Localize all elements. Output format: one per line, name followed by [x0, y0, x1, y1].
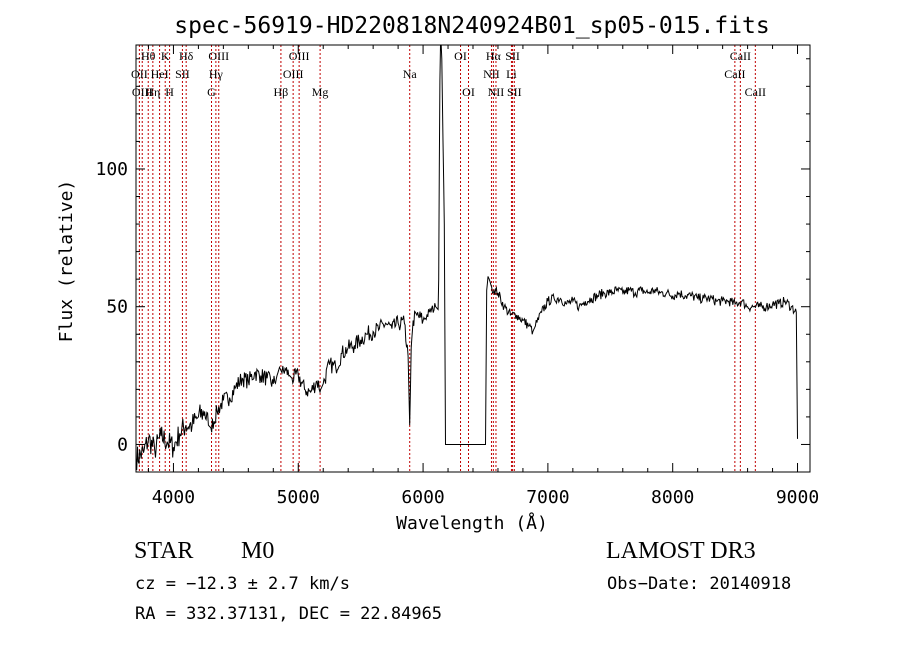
marker-label-7: SII	[175, 67, 190, 81]
marker-label-13: OIII	[283, 67, 304, 81]
y-tick-label: 50	[106, 297, 128, 318]
marker-label-18: OI	[462, 85, 475, 99]
marker-label-12: OIII	[289, 49, 310, 63]
marker-label-15: Mg	[312, 85, 329, 99]
plot-frame	[135, 44, 811, 473]
marker-label-22: SII	[505, 49, 520, 63]
x-tick-label: 7000	[526, 487, 569, 508]
marker-label-8: H	[165, 85, 174, 99]
marker-label-10: Hγ	[209, 67, 224, 81]
marker-label-25: CaII	[730, 49, 751, 63]
spectrum-line	[135, 44, 798, 471]
marker-label-6: Hδ	[179, 49, 194, 63]
marker-label-9: OIII	[208, 49, 229, 63]
y-tick-label: 0	[117, 434, 128, 455]
marker-label-2: OIII	[132, 85, 153, 99]
marker-label-23: Li	[506, 67, 517, 81]
marker-label-1: OII	[131, 67, 148, 81]
x-axis-label: Wavelength (Å)	[396, 512, 548, 534]
marker-label-19: Hα	[486, 49, 502, 63]
x-tick-label: 4000	[152, 487, 195, 508]
observation-date: Obs−Date: 20140918	[607, 574, 792, 594]
marker-label-5: Hη	[145, 85, 160, 99]
survey-name: LAMOST DR3	[606, 538, 756, 564]
marker-label-17: OI	[454, 49, 467, 63]
x-tick-label: 9000	[776, 487, 819, 508]
marker-label-26: CaII	[724, 67, 745, 81]
x-tick-label: 5000	[277, 487, 320, 508]
object-subclass: M0	[241, 538, 275, 564]
marker-label-24: SII	[507, 85, 522, 99]
marker-label-21: NII	[488, 85, 505, 99]
chart-title: spec-56919-HD220818N240924B01_sp05-015.f…	[174, 13, 769, 39]
object-class: STAR	[134, 538, 194, 564]
marker-label-4: HeI	[151, 67, 169, 81]
marker-label-11: G	[207, 85, 216, 99]
marker-label-16: Na	[403, 67, 418, 81]
y-axis-label: Flux (relative)	[56, 180, 77, 343]
x-tick-label: 8000	[651, 487, 694, 508]
marker-label-3: K	[161, 49, 170, 63]
x-tick-label: 6000	[401, 487, 444, 508]
marker-label-0: Hθ	[141, 49, 156, 63]
y-tick-label: 100	[95, 159, 128, 180]
marker-label-14: Hβ	[274, 85, 289, 99]
redshift-cz: cz = −12.3 ± 2.7 km/s	[135, 574, 350, 594]
marker-label-20: NII	[483, 67, 500, 81]
marker-label-27: CaII	[745, 85, 766, 99]
coordinates: RA = 332.37131, DEC = 22.84965	[135, 604, 443, 624]
